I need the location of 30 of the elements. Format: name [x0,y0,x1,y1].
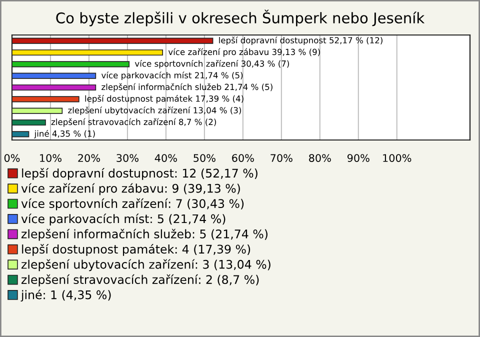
legend-label: více zařízení pro zábavu: 9 (39,13 %) [21,183,240,196]
chart-title: Co byste zlepšili v okresech Šumperk nebo Jeseník [56,10,425,26]
legend-label: jiné: 1 (4,35 %) [20,290,111,302]
x-tick-label: 90% [347,154,370,162]
data-label: více zařízení pro zábavu 39,13 % (9) [168,48,320,57]
data-label: lepší dostupnost památek 17,39 % (4) [85,94,244,104]
data-label: lepší dopravní dostupnost 52,17 % (12) [219,36,382,46]
legend-label: lepší dopravní dostupnost: 12 (52,17 %) [22,168,258,180]
data-label: jiné 4,35 % (1) [34,130,95,138]
x-tick-label: 20% [78,154,100,162]
legend-label: lepší dostupnost památek: 4 (17,39 %) [22,244,250,256]
data-label: zlepšení informačních služeb 21,74 % (5) [102,83,272,92]
x-tick-label: 100% [383,154,412,162]
legend-label: více parkovacích míst: 5 (21,74 %) [21,214,226,226]
x-tick-label: 60% [232,154,254,162]
x-tick-label: 50% [194,154,216,162]
data-label: více parkovacích míst 21,74 % (5) [101,72,243,80]
legend-label: zlepšení stravovacích zařízení: 2 (8,7 %) [21,274,259,286]
x-tick-label: 0% [4,154,20,162]
x-tick-label: 40% [154,154,177,162]
data-label: zlepšení ubytovacích zařízení 13,04 % (3) [68,106,242,116]
x-tick-label: 70% [270,154,292,162]
data-label: zlepšení stravovacích zařízení 8,7 % (2) [51,118,216,127]
x-tick-label: 80% [309,154,331,162]
data-label: více sportovních zařízení 30,43 % (7) [134,60,289,68]
legend-label: více sportovních zařízení: 7 (30,43 %) [21,198,244,210]
legend-label: zlepšení ubytovacích zařízení: 3 (13,04 %) [21,259,270,272]
x-tick-label: 10% [40,154,62,162]
x-tick-label: 30% [116,154,138,162]
legend-label: zlepšení informačních služeb: 5 (21,74 %) [21,228,268,241]
